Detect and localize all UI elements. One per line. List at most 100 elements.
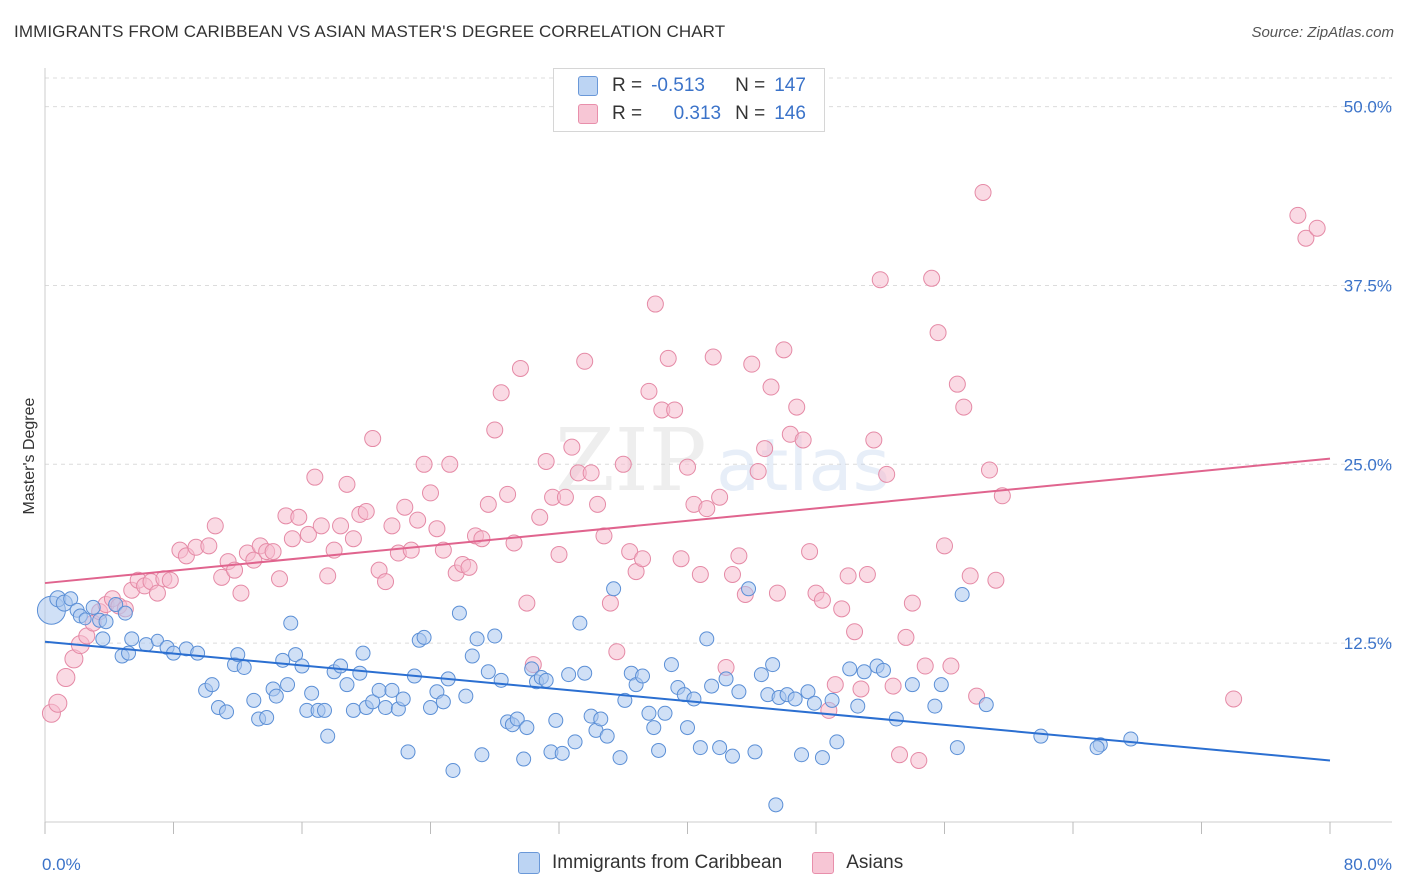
- data-point-asians: [556, 488, 574, 506]
- data-point-asians: [576, 352, 594, 370]
- data-point-caribbean: [469, 631, 485, 647]
- series-legend: Immigrants from Caribbean Asians: [518, 852, 933, 874]
- data-point-caribbean: [516, 751, 532, 767]
- data-point-caribbean: [451, 605, 467, 621]
- data-point-caribbean: [355, 645, 371, 661]
- data-point-caribbean: [927, 698, 943, 714]
- data-point-asians: [910, 751, 928, 769]
- data-point-caribbean: [572, 615, 588, 631]
- data-point-asians: [884, 677, 902, 695]
- y-tick-labels: 12.5% 25.0% 37.5% 50.0%: [1344, 98, 1392, 654]
- data-point-caribbean: [78, 612, 92, 626]
- data-point-asians: [402, 541, 420, 559]
- data-point-asians: [486, 421, 504, 439]
- data-point-caribbean: [794, 747, 810, 763]
- data-point-asians: [338, 475, 356, 493]
- data-point-asians: [492, 384, 510, 402]
- data-point-caribbean: [842, 661, 858, 677]
- data-point-asians: [756, 440, 774, 458]
- legend-n-value: 146: [774, 103, 806, 124]
- data-point-caribbean: [686, 691, 702, 707]
- data-point-asians: [396, 498, 414, 516]
- legend-label-asians: Asians: [846, 852, 904, 873]
- data-point-asians: [794, 431, 812, 449]
- data-point-caribbean: [768, 797, 784, 813]
- data-point-caribbean: [612, 750, 628, 766]
- axes: [44, 68, 1392, 834]
- data-point-caribbean: [95, 631, 111, 647]
- data-point-caribbean: [829, 734, 845, 750]
- data-point-asians: [723, 565, 741, 583]
- data-point-caribbean: [747, 744, 763, 760]
- data-point-caribbean: [753, 667, 769, 683]
- data-point-asians: [479, 495, 497, 513]
- data-point-asians: [621, 543, 639, 561]
- data-point-asians: [332, 517, 350, 535]
- data-point-caribbean: [577, 665, 593, 681]
- data-point-asians: [698, 500, 716, 518]
- data-point-asians: [640, 382, 658, 400]
- legend-n-value: 147: [774, 75, 806, 96]
- legend-r-value: -0.513: [651, 75, 705, 96]
- data-point-caribbean: [1033, 728, 1049, 744]
- data-point-caribbean: [371, 682, 387, 698]
- data-point-caribbean: [480, 664, 496, 680]
- legend-r-value: 0.313: [673, 103, 722, 124]
- data-point-asians: [942, 657, 960, 675]
- data-point-caribbean: [949, 740, 965, 756]
- data-point-caribbean: [487, 628, 503, 644]
- data-point-caribbean: [85, 599, 101, 615]
- data-point-asians: [762, 378, 780, 396]
- legend-row-asians: R = 0.313 N = 146: [578, 102, 806, 126]
- data-point-caribbean: [680, 720, 695, 736]
- data-point-caribbean: [395, 691, 411, 707]
- series-asians-points: [41, 183, 1326, 769]
- data-point-caribbean: [124, 631, 140, 647]
- data-point-caribbean: [651, 742, 667, 758]
- data-point-caribbean: [458, 688, 474, 704]
- data-point-caribbean: [304, 685, 320, 701]
- data-point-caribbean: [548, 712, 564, 728]
- data-point-caribbean: [345, 702, 361, 718]
- data-point-caribbean: [933, 677, 949, 693]
- data-point-asians: [271, 570, 289, 588]
- data-point-caribbean: [316, 702, 332, 718]
- data-point-asians: [290, 508, 308, 526]
- data-point-caribbean: [117, 605, 133, 621]
- data-point-asians: [148, 584, 166, 602]
- data-point-caribbean: [288, 647, 304, 663]
- data-point-asians: [434, 541, 452, 559]
- legend-item-asians: Asians: [812, 852, 903, 874]
- data-point-caribbean: [663, 657, 679, 673]
- series-caribbean-points: [36, 581, 1139, 813]
- data-point-caribbean: [850, 698, 866, 714]
- data-point-caribbean: [283, 615, 299, 631]
- data-point-caribbean: [704, 678, 720, 694]
- data-point-asians: [213, 568, 231, 586]
- data-point-caribbean: [635, 668, 651, 684]
- data-point-asians: [691, 565, 709, 583]
- data-point-asians: [1297, 229, 1315, 247]
- data-point-caribbean: [593, 711, 609, 727]
- data-point-caribbean: [741, 581, 757, 597]
- data-point-caribbean: [365, 694, 381, 710]
- data-point-asians: [441, 455, 459, 473]
- data-point-asians: [903, 594, 921, 612]
- data-point-caribbean: [384, 682, 400, 698]
- x-tick-label-max: 80.0%: [1344, 855, 1392, 874]
- data-point-asians: [839, 567, 857, 585]
- data-point-asians: [377, 573, 395, 591]
- data-point-caribbean: [554, 745, 570, 761]
- data-point-asians: [364, 430, 382, 448]
- data-point-caribbean: [98, 614, 114, 630]
- data-point-caribbean: [800, 684, 816, 700]
- data-point-caribbean: [204, 677, 220, 693]
- data-point-asians: [299, 525, 317, 543]
- data-point-caribbean: [724, 748, 740, 764]
- data-point-asians: [666, 401, 684, 419]
- legend-n-label: N =: [735, 103, 766, 124]
- data-point-asians: [974, 183, 992, 201]
- data-point-asians: [473, 530, 491, 548]
- data-point-asians: [226, 561, 244, 579]
- data-point-asians: [460, 558, 478, 576]
